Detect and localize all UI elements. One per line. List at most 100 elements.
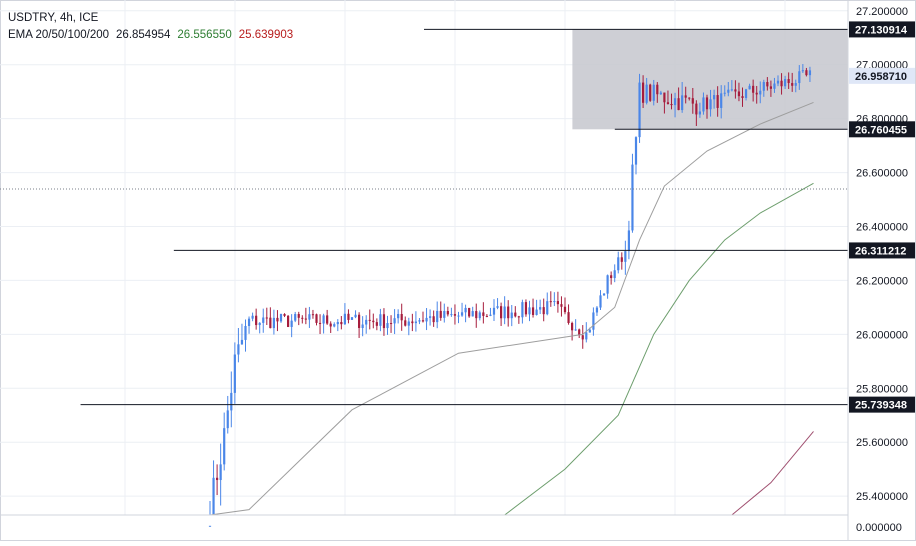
- candle: [510, 304, 513, 327]
- candle: [500, 302, 503, 326]
- candle-body: [624, 251, 627, 262]
- candle-body: [617, 257, 620, 271]
- candle: [571, 321, 574, 341]
- candle: [255, 308, 258, 330]
- candle-body: [581, 335, 584, 340]
- candle-body: [634, 137, 638, 165]
- level-price-label: 26.760455: [855, 124, 907, 136]
- candle-body: [283, 314, 286, 316]
- candle-body: [294, 314, 297, 321]
- candle-body: [805, 70, 808, 76]
- candle: [478, 310, 481, 321]
- candle-body: [787, 79, 790, 84]
- ema-legend-value: 26.556550: [177, 29, 231, 41]
- candle: [407, 317, 410, 336]
- candle-body: [585, 332, 588, 340]
- candle-body: [737, 91, 741, 97]
- candle-body: [599, 295, 602, 308]
- candle-body: [720, 93, 723, 108]
- candle: [684, 86, 687, 104]
- candle: [290, 314, 293, 338]
- candle-body: [233, 354, 236, 393]
- candle-body: [631, 164, 634, 231]
- candle: [265, 307, 268, 326]
- y-tick-label: 27.200000: [856, 6, 908, 18]
- candle: [269, 307, 272, 329]
- candle-body: [340, 322, 343, 325]
- candle-body: [329, 323, 332, 327]
- candle: [492, 299, 496, 322]
- candle-body: [744, 89, 748, 98]
- y-tick-label: 26.400000: [856, 221, 908, 233]
- candle-body: [230, 392, 233, 411]
- y-tick-label: 26.200000: [856, 275, 908, 287]
- candle-body: [606, 275, 609, 294]
- candle-body: [759, 90, 762, 95]
- candle: [773, 77, 776, 93]
- candle: [748, 83, 751, 90]
- candle: [279, 313, 283, 323]
- candle: [301, 315, 304, 324]
- candle: [649, 83, 652, 102]
- candle-body: [443, 311, 446, 318]
- ema-legend-label: EMA 20/50/100/200: [8, 29, 109, 41]
- candle: [723, 85, 726, 97]
- candle: [698, 102, 701, 118]
- candle: [716, 86, 719, 117]
- candle-body: [652, 84, 655, 101]
- candle-body: [464, 307, 467, 313]
- candle: [276, 310, 279, 332]
- candle: [681, 81, 684, 113]
- candle: [702, 92, 705, 115]
- candle-body: [453, 314, 457, 316]
- candle-body: [460, 312, 464, 316]
- candle-body: [301, 317, 304, 319]
- candle-body: [397, 313, 400, 319]
- candle-body: [784, 79, 787, 87]
- candle: [673, 92, 677, 118]
- candle: [780, 73, 783, 95]
- candle-body: [425, 317, 428, 322]
- candle: [759, 81, 762, 104]
- candle: [624, 240, 627, 275]
- candle-body: [382, 314, 386, 329]
- candle-body: [776, 80, 780, 84]
- candle-body: [386, 323, 389, 329]
- candle-body: [773, 83, 776, 89]
- candle: [223, 412, 226, 471]
- symbol-title: USDTRY, 4h, ICE: [8, 12, 99, 24]
- candle: [620, 252, 623, 270]
- ema50-line: [504, 182, 814, 516]
- candle-body: [542, 307, 545, 315]
- candle-body: [588, 329, 591, 333]
- candle: [287, 314, 290, 328]
- candle-body: [468, 307, 471, 317]
- candle: [730, 80, 733, 92]
- candle-body: [595, 307, 599, 313]
- candle: [468, 307, 471, 318]
- candle: [379, 308, 382, 332]
- candle: [670, 93, 673, 110]
- candle: [489, 307, 492, 317]
- candle: [599, 290, 602, 310]
- candle-body: [333, 324, 336, 327]
- candle-body: [521, 302, 524, 318]
- candle-body: [539, 307, 542, 310]
- candle: [262, 308, 265, 333]
- ema-legend-value: 25.639903: [239, 29, 293, 41]
- candle: [574, 319, 577, 331]
- candle: [656, 82, 659, 103]
- candle: [560, 296, 563, 317]
- candle-body: [769, 86, 772, 89]
- candle: [358, 312, 361, 338]
- candle: [610, 271, 613, 285]
- candle-body: [311, 314, 315, 316]
- candle-body: [571, 322, 574, 331]
- candle-body: [510, 312, 513, 319]
- candle: [737, 82, 741, 102]
- candle: [322, 313, 325, 334]
- candle-body: [212, 477, 215, 515]
- candle: [787, 72, 790, 89]
- candle: [556, 291, 559, 313]
- candle: [727, 82, 730, 97]
